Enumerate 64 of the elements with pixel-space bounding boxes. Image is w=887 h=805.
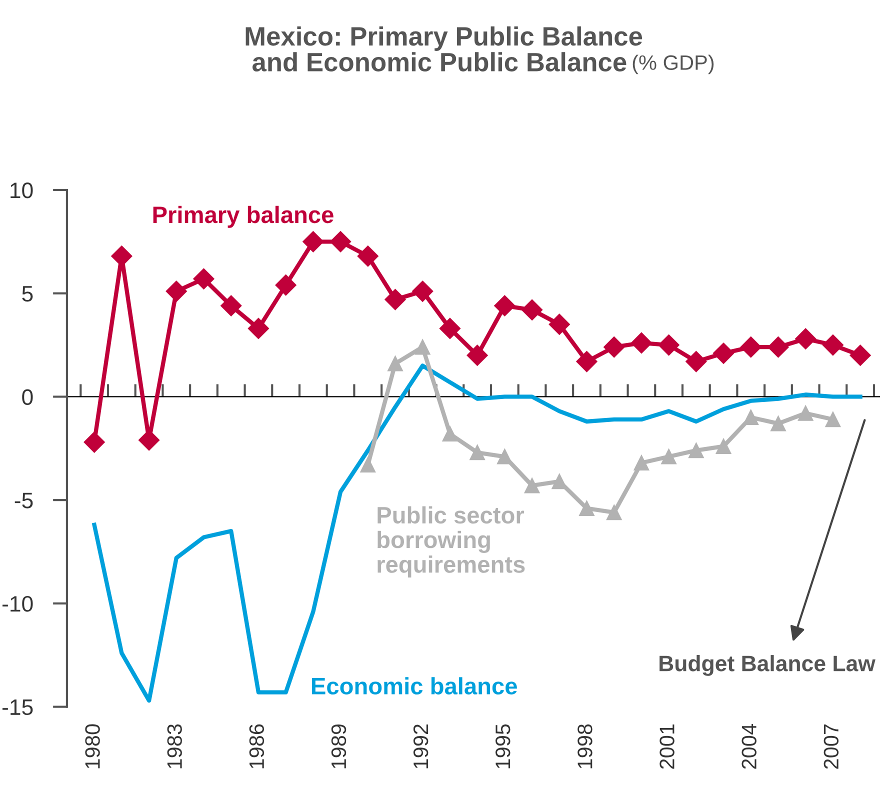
x-tick-label: 1983 — [167, 724, 182, 768]
point — [466, 344, 488, 366]
point — [494, 295, 516, 316]
x-tick-label: 2007 — [824, 724, 839, 769]
point — [822, 334, 844, 356]
point — [630, 332, 652, 354]
point — [84, 432, 105, 453]
series-label: Primary balance — [153, 206, 334, 228]
point — [688, 442, 704, 458]
y-tick-label: 0 — [22, 389, 33, 405]
point — [770, 416, 786, 432]
point — [302, 231, 324, 252]
point — [360, 457, 376, 473]
point — [522, 299, 543, 320]
point — [661, 449, 676, 464]
y-tick-label: -5 — [14, 492, 33, 508]
point — [740, 336, 762, 358]
point — [686, 351, 707, 372]
point — [414, 339, 430, 355]
point — [275, 274, 296, 296]
point — [439, 318, 460, 339]
x-tick-label: 1998 — [578, 724, 592, 768]
point — [743, 410, 759, 426]
point — [248, 318, 269, 339]
y-tick-label: 10 — [10, 182, 33, 198]
y-tick-label: -15 — [2, 700, 33, 716]
point — [412, 280, 434, 302]
point — [576, 351, 598, 372]
y-tick-label: 5 — [22, 286, 33, 302]
point — [825, 412, 841, 428]
point — [442, 426, 458, 442]
point — [388, 356, 403, 372]
point — [716, 438, 732, 454]
point — [850, 344, 871, 366]
x-tick-label: 1995 — [496, 724, 510, 768]
point — [357, 246, 378, 267]
x-tick-label: 1992 — [413, 724, 428, 768]
x-tick-label: 1980 — [85, 724, 100, 768]
point — [768, 336, 789, 358]
point — [798, 406, 814, 421]
point — [470, 444, 485, 460]
series-label: Economic balance — [312, 677, 517, 695]
x-tick-label: 1989 — [331, 724, 346, 768]
point — [330, 231, 352, 252]
point — [193, 268, 214, 290]
point — [220, 295, 242, 316]
x-tick-label: 2004 — [742, 724, 756, 769]
point — [579, 500, 594, 516]
point — [713, 342, 734, 364]
point — [604, 336, 625, 358]
x-tick-label: 1986 — [249, 724, 264, 768]
annotation: Budget Balance Law — [660, 655, 876, 676]
point — [548, 314, 570, 335]
point — [634, 455, 650, 470]
point — [606, 504, 622, 520]
point — [658, 334, 680, 356]
point — [384, 289, 406, 310]
point — [795, 328, 816, 350]
point — [166, 280, 187, 302]
y-tick-label: -10 — [2, 596, 33, 612]
series-label: Public sector borrowing requirements — [378, 506, 525, 578]
x-tick-label: 2001 — [660, 724, 674, 769]
point — [524, 478, 540, 494]
point — [497, 449, 512, 464]
